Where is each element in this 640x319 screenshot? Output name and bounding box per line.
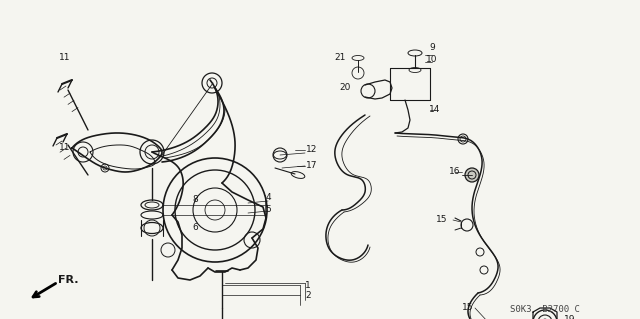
Text: 17: 17 — [307, 161, 317, 170]
Text: 11: 11 — [60, 144, 71, 152]
Circle shape — [465, 168, 479, 182]
Text: 10: 10 — [426, 56, 438, 64]
Text: 5: 5 — [265, 205, 271, 214]
Text: 20: 20 — [339, 84, 351, 93]
Text: 11: 11 — [60, 54, 71, 63]
Text: 16: 16 — [449, 167, 461, 176]
Text: 1: 1 — [305, 280, 311, 290]
Text: 21: 21 — [334, 54, 346, 63]
Text: 12: 12 — [307, 145, 317, 154]
Text: 14: 14 — [429, 106, 441, 115]
Text: 19: 19 — [564, 315, 576, 319]
Text: 15: 15 — [436, 216, 448, 225]
Text: 15: 15 — [462, 303, 474, 313]
Text: 9: 9 — [429, 43, 435, 53]
Text: 8: 8 — [192, 196, 198, 204]
Text: 4: 4 — [265, 194, 271, 203]
Text: S0K3  B2700 C: S0K3 B2700 C — [510, 306, 580, 315]
Text: 6: 6 — [192, 224, 198, 233]
Text: 2: 2 — [305, 291, 311, 300]
Text: FR.: FR. — [58, 275, 78, 285]
